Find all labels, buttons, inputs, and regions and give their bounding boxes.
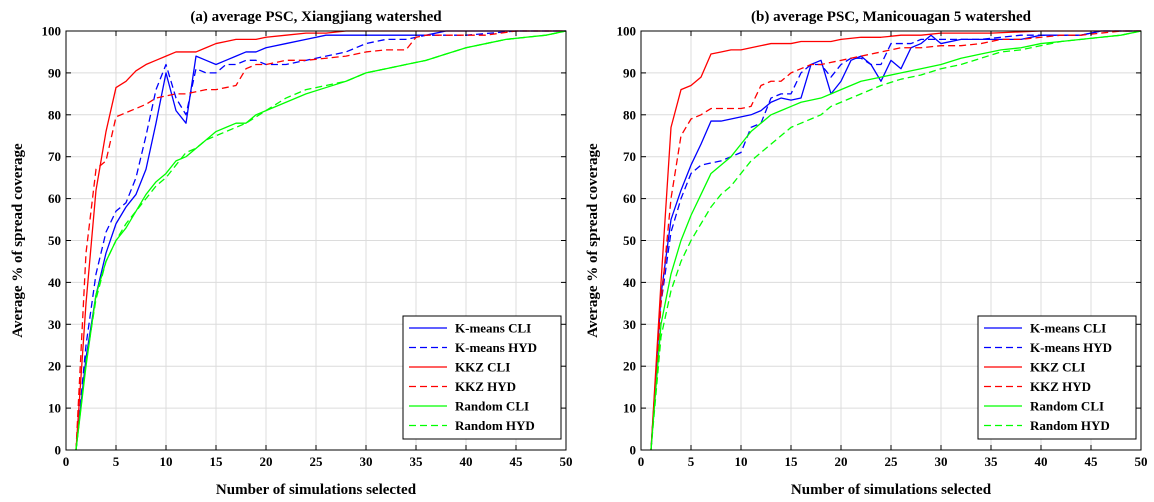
- x-tick-label: 5: [113, 454, 120, 469]
- y-tick-label: 60: [623, 191, 636, 206]
- chart-title: (a) average PSC, Xiangjiang watershed: [190, 9, 442, 25]
- x-tick-label: 5: [688, 454, 695, 469]
- x-tick-label: 30: [935, 454, 948, 469]
- x-tick-label: 10: [160, 454, 173, 469]
- series-line-kkz-hyd: [650, 30, 1141, 451]
- x-tick-label: 10: [735, 454, 748, 469]
- x-tick-label: 45: [510, 454, 524, 469]
- series-line-random-hyd: [75, 30, 567, 451]
- x-tick-label: 40: [460, 454, 473, 469]
- legend-label: Random CLI: [1030, 399, 1104, 414]
- legend-label: KKZ HYD: [1030, 379, 1091, 394]
- panel-b: 0 5 10 15 20 25 30 35 40 45 50 0 10 20 30 40 50 60 70 80 90 1…: [585, 9, 1148, 498]
- y-tick-label: 70: [623, 149, 636, 164]
- series-line-kkz-hyd: [75, 30, 566, 451]
- y-tick-label: 80: [48, 107, 61, 122]
- y-tick-label: 40: [48, 275, 61, 290]
- y-tick-label: 70: [48, 149, 61, 164]
- x-tick-label: 35: [985, 454, 999, 469]
- legend-label: K-means HYD: [1030, 340, 1112, 355]
- x-tick-label: 25: [885, 454, 899, 469]
- x-tick-label: 15: [210, 454, 224, 469]
- y-tick-label: 80: [623, 107, 636, 122]
- legend-label: KKZ HYD: [455, 379, 516, 394]
- y-tick-label: 60: [48, 191, 61, 206]
- x-tick-label: 50: [1135, 454, 1148, 469]
- legend-box: [977, 315, 1137, 440]
- legend-label: KKZ CLI: [1030, 360, 1085, 375]
- y-tick-label: 50: [623, 233, 636, 248]
- legend-label: Random HYD: [1030, 418, 1110, 433]
- legend-label: KKZ CLI: [455, 360, 510, 375]
- y-tick-label: 90: [48, 65, 61, 80]
- y-tick-label: 30: [48, 317, 61, 332]
- y-axis-label: Average % of spread coverage: [10, 143, 26, 338]
- series-line-k-means-hyd: [650, 30, 1141, 451]
- y-tick-label: 0: [55, 443, 62, 458]
- series-line-random-hyd: [650, 30, 1142, 451]
- legend-box: [402, 315, 562, 440]
- legend-label: K-means HYD: [455, 340, 537, 355]
- y-tick-label: 50: [48, 233, 61, 248]
- series-line-kkz-cli: [650, 30, 1141, 451]
- y-tick-label: 90: [623, 65, 636, 80]
- x-tick-label: 15: [785, 454, 799, 469]
- panel-a: 0 5 10 15 20 25 30 35 40 45 50 0 10 20 30 40 50 60 70 80 90 1…: [10, 9, 573, 498]
- x-tick-label: 30: [360, 454, 373, 469]
- y-tick-label: 10: [623, 401, 636, 416]
- x-tick-label: 45: [1085, 454, 1099, 469]
- y-tick-label: 100: [42, 24, 62, 39]
- y-tick-label: 10: [48, 401, 61, 416]
- x-tick-label: 0: [638, 454, 645, 469]
- legend-label: Random CLI: [455, 399, 529, 414]
- y-tick-label: 30: [623, 317, 636, 332]
- x-tick-label: 35: [410, 454, 424, 469]
- series-line-random-cli: [650, 30, 1142, 451]
- chart-title: (b) average PSC, Manicouagan 5 watershed: [751, 9, 1032, 25]
- series-line-random-cli: [75, 30, 567, 451]
- x-tick-label: 40: [1035, 454, 1048, 469]
- x-tick-label: 50: [560, 454, 573, 469]
- legend-label: K-means CLI: [455, 321, 531, 336]
- x-tick-label: 20: [260, 454, 273, 469]
- x-axis-label: Number of simulations selected: [791, 482, 992, 498]
- y-tick-label: 40: [623, 275, 636, 290]
- series-line-k-means-hyd: [75, 30, 566, 451]
- x-axis-label: Number of simulations selected: [216, 482, 417, 498]
- y-axis-label: Average % of spread coverage: [585, 143, 601, 338]
- legend-label: K-means CLI: [1030, 321, 1106, 336]
- y-tick-label: 20: [48, 359, 61, 374]
- y-tick-label: 0: [630, 443, 637, 458]
- series-line-k-means-cli: [650, 30, 1141, 451]
- x-tick-label: 0: [63, 454, 70, 469]
- series-line-k-means-cli: [75, 30, 566, 451]
- y-tick-label: 20: [623, 359, 636, 374]
- x-tick-label: 20: [835, 454, 848, 469]
- y-tick-label: 100: [617, 24, 637, 39]
- x-tick-label: 25: [310, 454, 324, 469]
- legend-label: Random HYD: [455, 418, 535, 433]
